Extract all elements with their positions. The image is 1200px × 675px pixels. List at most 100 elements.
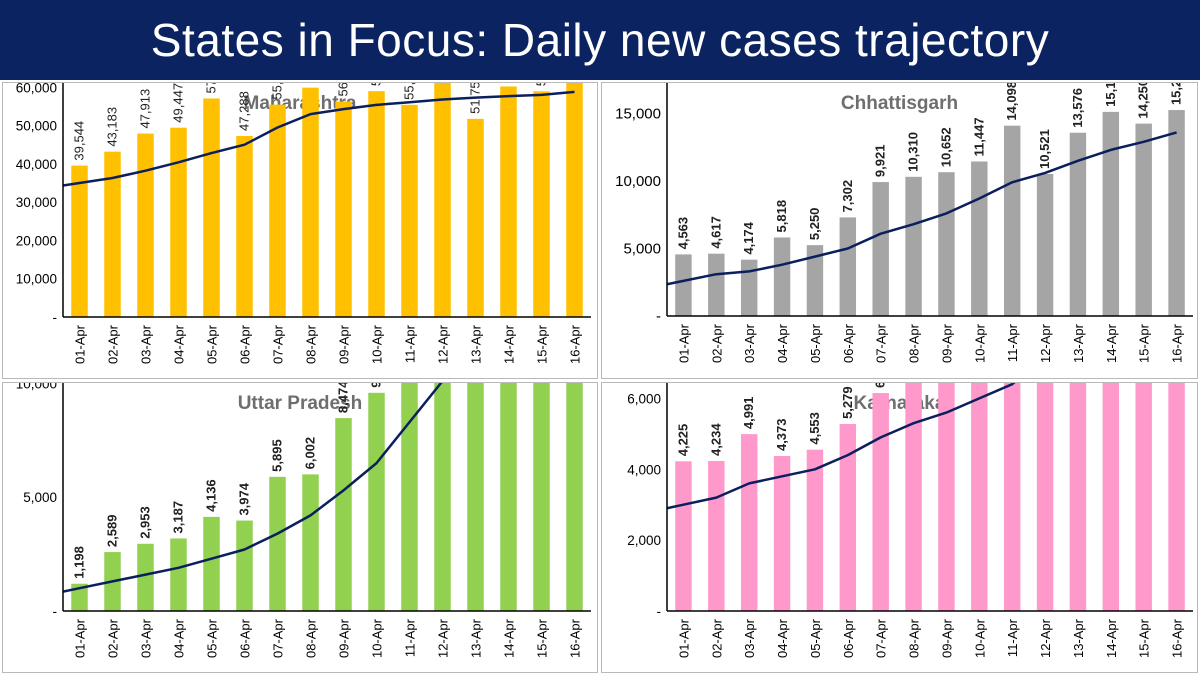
- bar: [104, 151, 121, 317]
- x-tick-label: 04-Apr: [775, 618, 790, 658]
- trend-line: [666, 131, 1177, 286]
- value-label: 7,302: [840, 180, 855, 213]
- x-tick-label: 02-Apr: [106, 324, 121, 364]
- x-tick-label: 13-Apr: [469, 324, 484, 364]
- x-tick-label: 15-Apr: [1137, 323, 1152, 363]
- value-label: 4,553: [807, 412, 822, 445]
- x-tick-label: 15-Apr: [1137, 618, 1152, 658]
- value-label: 11,447: [971, 117, 986, 156]
- bar: [269, 104, 286, 318]
- bar: [1168, 110, 1185, 316]
- bar: [302, 87, 319, 317]
- bar: [269, 476, 286, 611]
- x-tick-label: 09-Apr: [337, 618, 352, 658]
- bar: [1102, 383, 1120, 611]
- value-label: 14,098: [1004, 83, 1019, 121]
- x-tick-label: 16-Apr: [568, 324, 583, 364]
- y-tick-label: 6,000: [627, 391, 661, 406]
- x-tick-label: 12-Apr: [436, 324, 451, 364]
- value-label: 3,974: [237, 482, 252, 515]
- y-tick-label: 10,000: [16, 383, 57, 391]
- x-tick-label: 03-Apr: [139, 324, 154, 364]
- bar: [467, 383, 484, 611]
- x-tick-label: 10-Apr: [370, 618, 385, 658]
- value-label: 4,234: [708, 423, 723, 456]
- x-tick-label: 14-Apr: [502, 618, 517, 658]
- bar: [1003, 125, 1021, 316]
- value-label: 43,183: [105, 107, 120, 147]
- value-label: 4,136: [204, 479, 219, 512]
- value-label: 15,256: [1169, 83, 1184, 105]
- bar: [566, 383, 583, 611]
- bar: [675, 254, 692, 316]
- x-tick-label: 08-Apr: [907, 323, 922, 363]
- value-label: 4,991: [741, 397, 756, 430]
- y-tick-label: 10,000: [16, 272, 57, 287]
- value-label: 58,952: [534, 83, 549, 86]
- bar: [675, 461, 692, 611]
- x-tick-label: 01-Apr: [676, 323, 691, 363]
- x-tick-label: 14-Apr: [502, 324, 517, 364]
- x-tick-label: 03-Apr: [139, 618, 154, 658]
- bar: [236, 520, 253, 611]
- value-label: 47,288: [237, 91, 252, 131]
- x-tick-label: 03-Apr: [742, 323, 757, 363]
- bar: [1036, 383, 1054, 611]
- chart-panel-maharashtra: Maharashtra -10,000 20,000 30,000 40,000 50,…: [2, 82, 598, 379]
- x-tick-label: 10-Apr: [370, 324, 385, 364]
- bar: [302, 474, 319, 611]
- value-label: 6,150: [873, 383, 888, 388]
- x-tick-label: 11-Apr: [1005, 323, 1020, 362]
- bar: [1168, 383, 1185, 611]
- value-label: 5,279: [840, 386, 855, 419]
- x-tick-label: 16-Apr: [1170, 618, 1185, 658]
- y-tick-label: -: [657, 604, 662, 619]
- value-label: 9,587: [369, 383, 384, 388]
- x-tick-label: 07-Apr: [874, 323, 889, 363]
- chart-svg: -5,00010,00015,00020,00025,0001,1982,589…: [16, 383, 591, 658]
- bar: [335, 418, 352, 611]
- y-tick-label: -: [53, 604, 58, 619]
- chart-svg: -10,00020,00030,00040,00050,00060,00070,…: [16, 83, 591, 364]
- bar: [203, 516, 220, 611]
- bar: [368, 91, 385, 317]
- bar: [566, 83, 583, 317]
- value-label: 4,174: [741, 221, 756, 254]
- bar: [708, 253, 725, 316]
- value-label: 2,589: [105, 515, 120, 548]
- x-tick-label: 05-Apr: [205, 618, 220, 658]
- bar: [773, 237, 791, 316]
- trend-line: [62, 383, 443, 593]
- x-tick-label: 01-Apr: [73, 324, 88, 364]
- y-tick-label: -: [656, 308, 661, 325]
- bar: [971, 383, 988, 611]
- x-tick-label: 06-Apr: [238, 618, 253, 658]
- bar: [467, 118, 484, 317]
- value-label: 4,373: [774, 418, 789, 451]
- x-tick-label: 06-Apr: [841, 618, 856, 658]
- bar: [401, 104, 418, 317]
- y-tick-label: 4,000: [627, 462, 661, 477]
- bar: [872, 393, 889, 611]
- x-tick-label: 12-Apr: [1038, 323, 1053, 363]
- value-label: 3,187: [171, 501, 186, 534]
- value-label: 49,447: [171, 83, 186, 123]
- bar: [1003, 383, 1021, 611]
- bar: [806, 449, 824, 611]
- bar: [170, 538, 187, 611]
- y-tick-label: 30,000: [16, 195, 57, 210]
- bar: [203, 98, 220, 317]
- bar: [938, 172, 955, 316]
- x-tick-label: 02-Apr: [709, 323, 724, 363]
- x-tick-label: 04-Apr: [172, 618, 187, 658]
- bar: [137, 543, 154, 611]
- chart-svg: -2,0004,0006,0008,00010,00012,00014,0001…: [627, 383, 1193, 658]
- bar: [740, 434, 758, 611]
- value-label: 2,953: [138, 506, 153, 539]
- bar: [533, 383, 550, 612]
- chart-panel-chhattisgarh: Chhattisgarh -5,00010,00015,00020,0004,5…: [601, 82, 1198, 379]
- bar: [1135, 383, 1152, 611]
- bar: [740, 259, 758, 316]
- x-tick-label: 07-Apr: [271, 618, 286, 658]
- x-tick-label: 08-Apr: [304, 324, 319, 364]
